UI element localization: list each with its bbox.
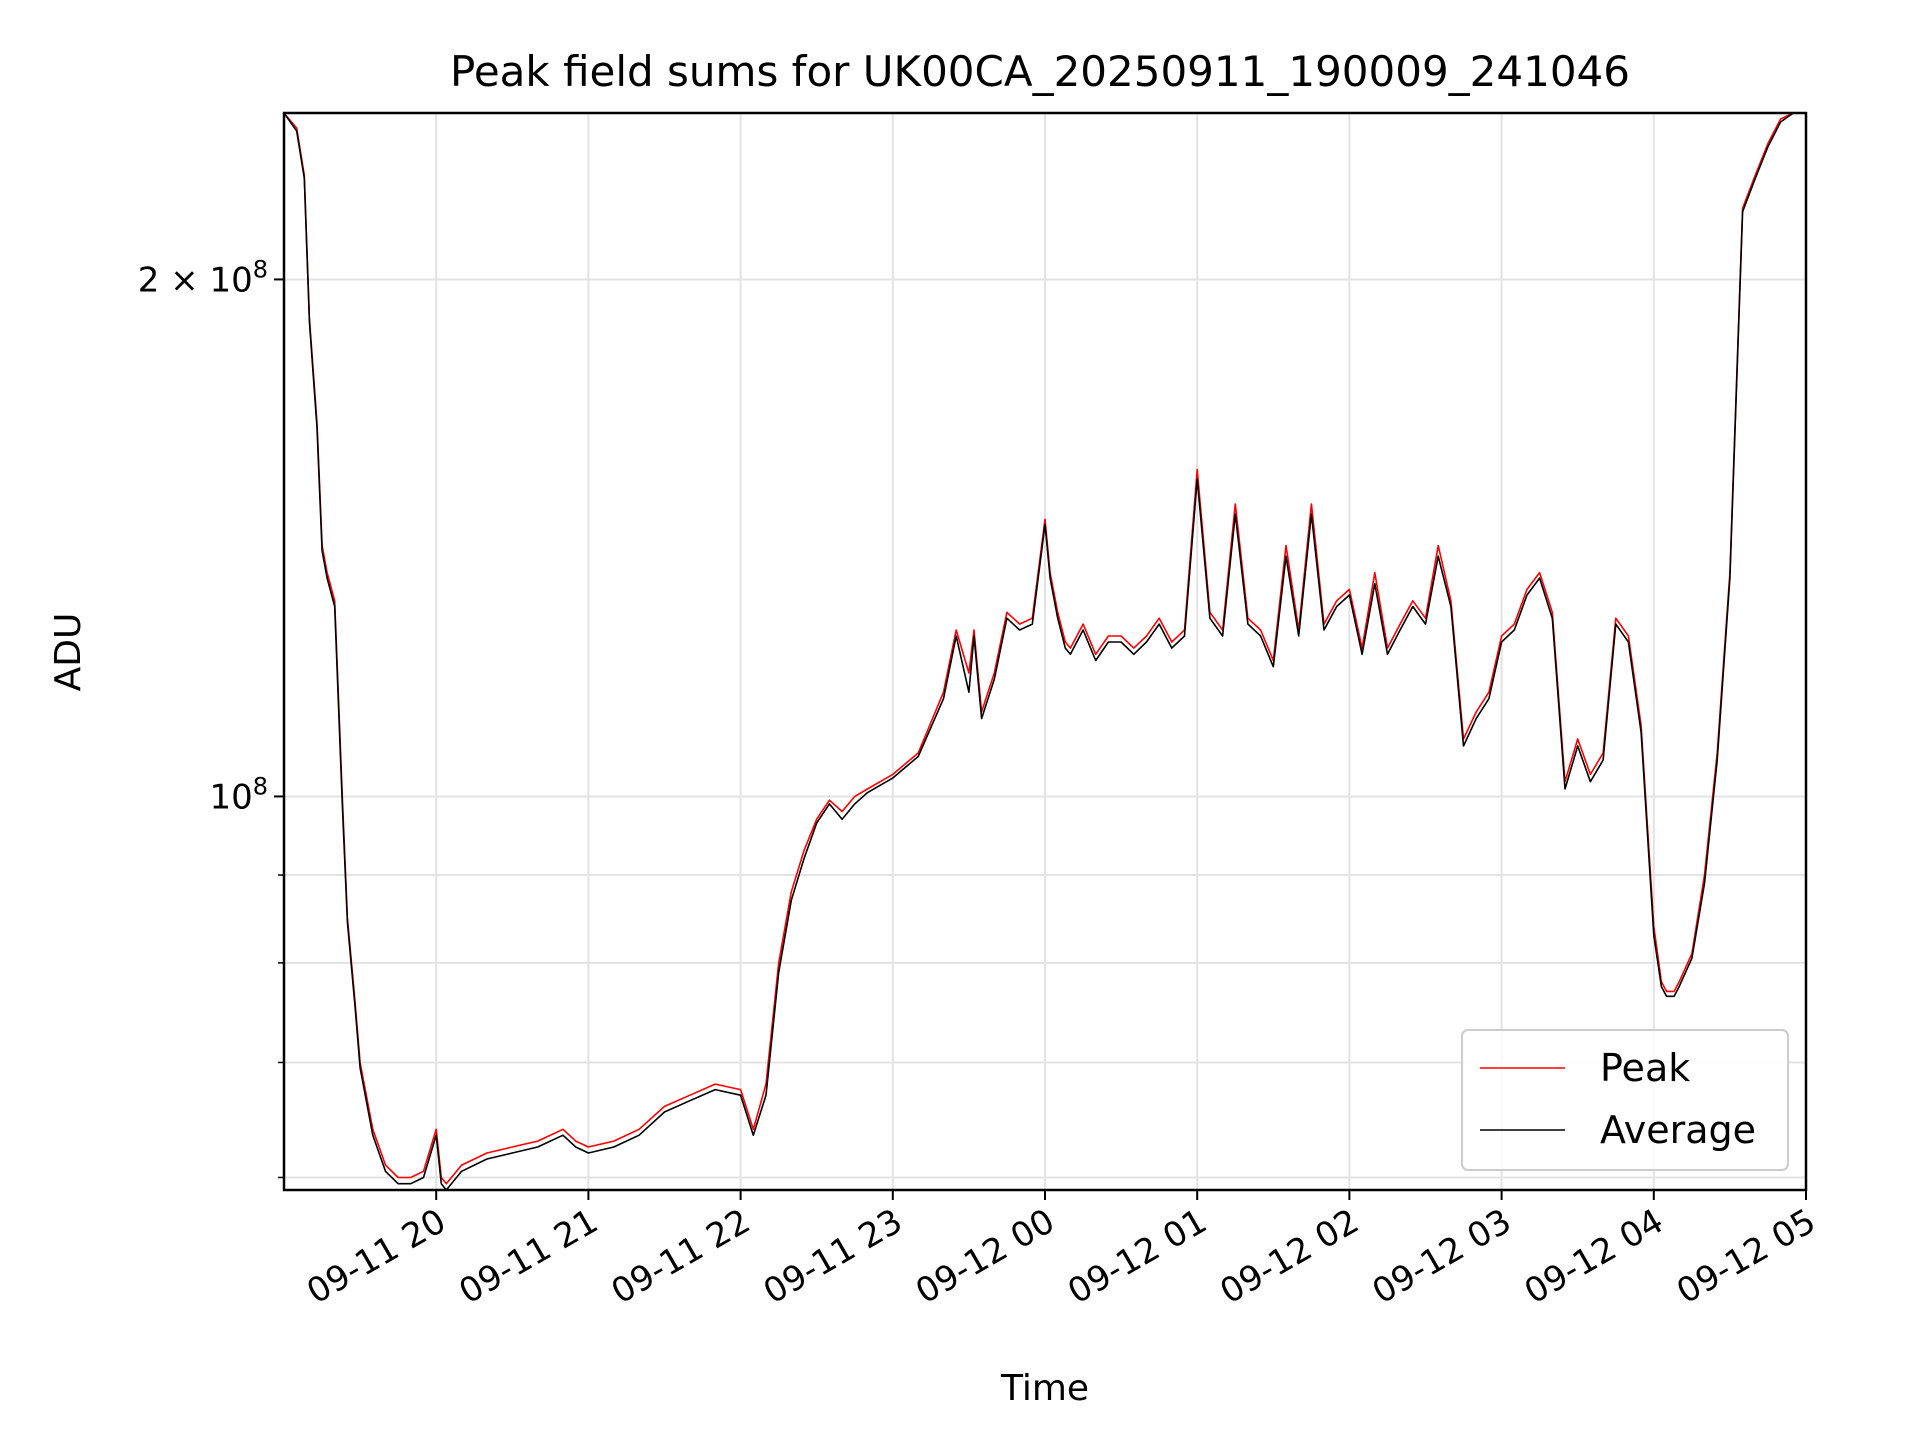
legend-box — [1461, 1029, 1789, 1171]
series-lines — [283, 112, 1806, 1191]
y-axis-label: ADU — [48, 613, 89, 692]
legend-label-average: Average — [1600, 1108, 1756, 1152]
y-tick-label: 2 × 108 — [138, 255, 268, 300]
series-line-average — [283, 112, 1806, 1191]
series-line-peak — [283, 112, 1806, 1185]
chart-title: Peak field sums for UK00CA_20250911_1900… — [450, 47, 1630, 96]
x-axis-label: Time — [1000, 1368, 1089, 1409]
legend-label-peak: Peak — [1600, 1046, 1690, 1090]
legend: Peak Average — [1461, 1029, 1789, 1171]
